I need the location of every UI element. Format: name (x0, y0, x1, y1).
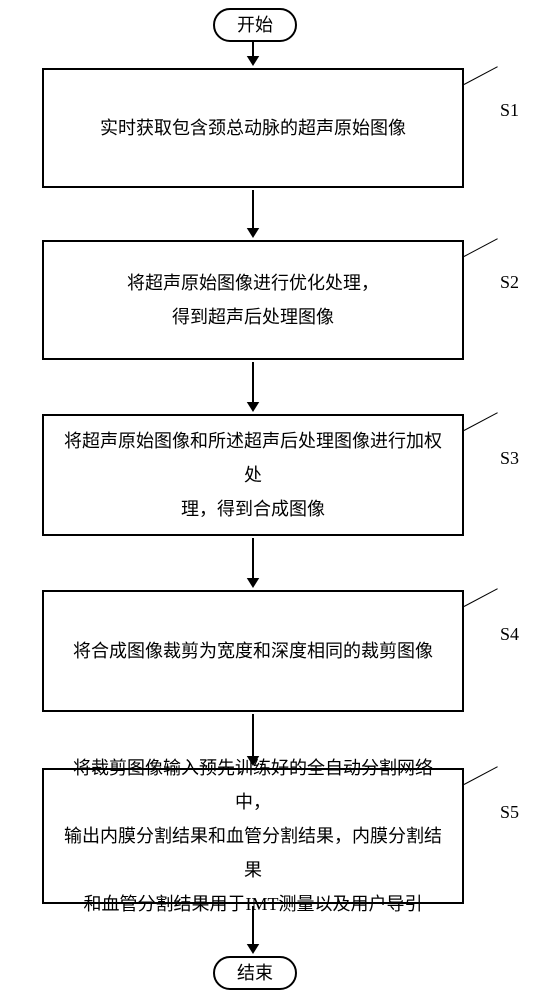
arrow-5 (0, 0, 542, 1000)
flowchart-canvas: 开始实时获取包含颈总动脉的超声原始图像S1将超声原始图像进行优化处理， 得到超声… (0, 0, 542, 1000)
